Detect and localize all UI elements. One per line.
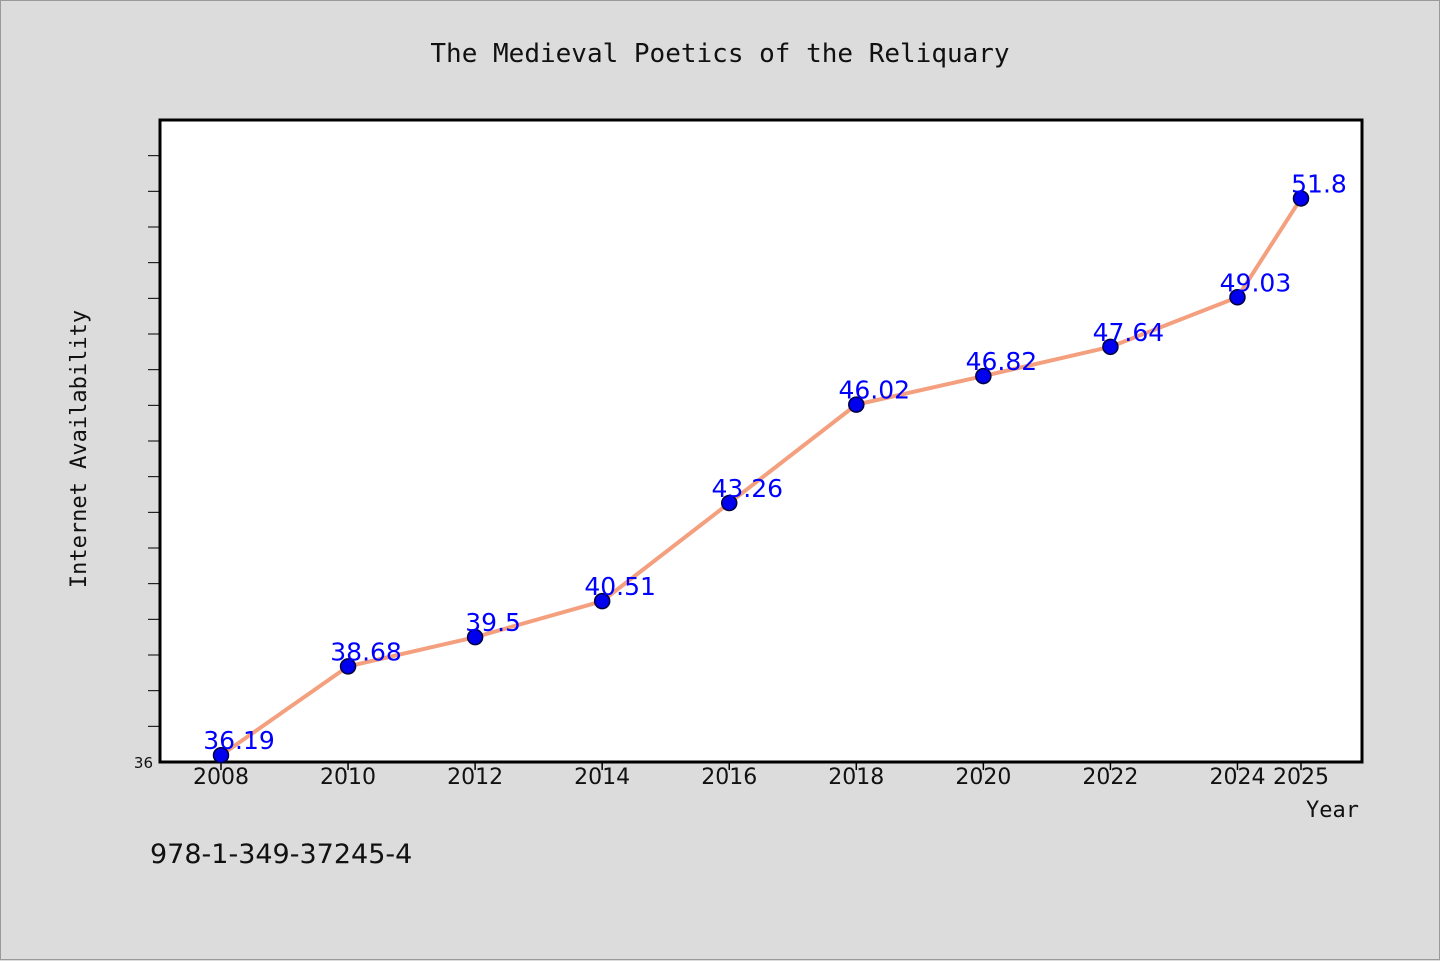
x-tick-label: 2022 bbox=[1082, 765, 1138, 790]
x-tick-label: 2025 bbox=[1273, 765, 1329, 790]
data-point bbox=[1102, 338, 1119, 356]
data-label: 46.02 bbox=[839, 376, 911, 405]
data-label: 43.26 bbox=[711, 474, 783, 503]
data-point bbox=[593, 592, 611, 610]
x-tick-label: 2020 bbox=[955, 765, 1011, 790]
data-point bbox=[339, 658, 357, 675]
x-tick-label: 2024 bbox=[1209, 765, 1265, 790]
data-point bbox=[720, 494, 738, 512]
data-label: 38.68 bbox=[330, 637, 402, 666]
x-tick-label: 2010 bbox=[320, 765, 376, 790]
y-axis-ticks bbox=[148, 155, 160, 727]
x-axis-label: Year bbox=[1306, 798, 1359, 823]
data-point bbox=[848, 396, 865, 413]
data-point bbox=[1292, 190, 1310, 207]
chart-title: The Medieval Poetics of the Reliquary bbox=[430, 39, 1009, 69]
data-label: 40.51 bbox=[584, 572, 656, 601]
data-point bbox=[975, 367, 992, 385]
data-point bbox=[466, 628, 484, 646]
data-label: 47.64 bbox=[1093, 318, 1165, 347]
data-label: 36.19 bbox=[203, 726, 275, 755]
data-point bbox=[212, 746, 230, 764]
series-line bbox=[219, 196, 1303, 758]
x-tick-label: 2018 bbox=[828, 765, 884, 790]
isbn-text: 978-1-349-37245-4 bbox=[150, 839, 412, 870]
data-point bbox=[1229, 289, 1246, 306]
x-tick-label: 2012 bbox=[447, 765, 503, 790]
data-label: 51.8 bbox=[1291, 169, 1347, 198]
x-tick-label: 2014 bbox=[574, 765, 630, 790]
data-label: 39.5 bbox=[465, 608, 521, 637]
x-tick-label: 2016 bbox=[701, 765, 757, 790]
data-labels: 36.19 38.68 39.5 40.51 43.26 46.02 46.82 47.64 4… bbox=[203, 169, 1347, 755]
x-tick-labels: 2008 2010 2012 2014 2016 2018 2020 2022 2024 2025 bbox=[193, 765, 1329, 790]
y-tick-label: 36 bbox=[134, 754, 153, 772]
data-label: 46.82 bbox=[966, 347, 1038, 376]
data-label: 49.03 bbox=[1220, 268, 1292, 297]
data-markers bbox=[212, 190, 1310, 764]
x-tick-label: 2008 bbox=[193, 765, 249, 790]
y-axis-label: Internet Availability bbox=[67, 310, 92, 588]
plot-area bbox=[158, 118, 1364, 764]
